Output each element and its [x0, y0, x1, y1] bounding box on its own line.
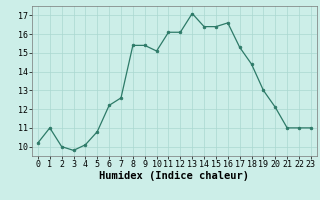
X-axis label: Humidex (Indice chaleur): Humidex (Indice chaleur)	[100, 171, 249, 181]
